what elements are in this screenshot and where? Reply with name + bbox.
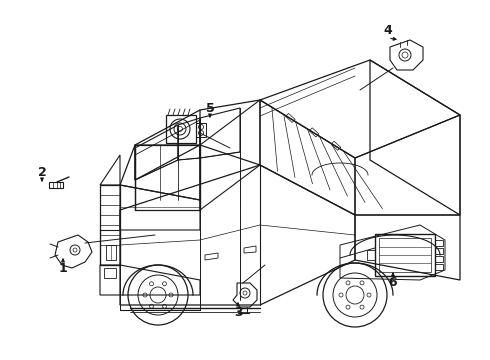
Text: 2: 2 [38,166,47,179]
Text: 1: 1 [59,261,68,274]
Text: 5: 5 [206,102,215,114]
Text: 4: 4 [384,23,392,36]
Text: 3: 3 [234,306,243,319]
Text: 6: 6 [389,275,397,288]
